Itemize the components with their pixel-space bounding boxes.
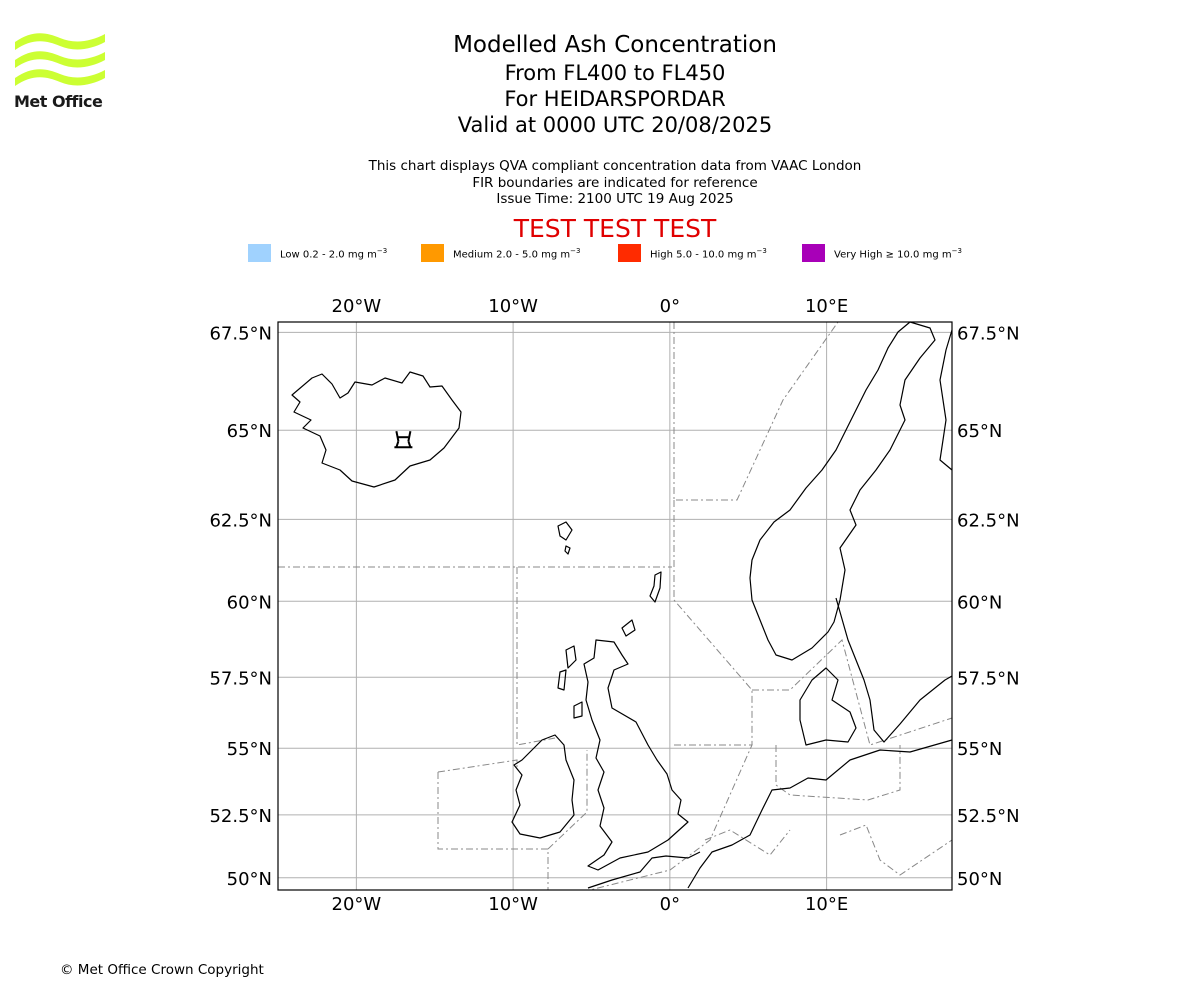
coastline-faroe <box>557 521 573 555</box>
coastline-iceland <box>291 371 462 488</box>
coastlines <box>291 321 953 889</box>
lat-tick-label-right: 55°N <box>957 739 1002 760</box>
chart-title-block: Modelled Ash Concentration From FL400 to… <box>0 30 1200 138</box>
fir-boundary <box>775 745 901 801</box>
coastline-finland <box>939 329 953 471</box>
legend-unit-medium: −3 <box>570 247 581 255</box>
flight-level-range: From FL400 to FL450 <box>504 61 726 85</box>
lon-tick-label-top: 0° <box>660 296 680 317</box>
volcano-icon <box>394 431 413 449</box>
fir-boundary <box>516 567 556 746</box>
lat-tick-label-right: 65°N <box>957 421 1002 442</box>
fir-boundary <box>673 321 839 501</box>
lat-tick-label-left: 62.5°N <box>209 510 272 531</box>
lat-tick-label-left: 50°N <box>227 869 272 890</box>
legend-swatch-high <box>618 244 641 262</box>
volcano-name: For HEIDARSPORDAR <box>504 87 726 111</box>
lat-tick-label-right: 67.5°N <box>957 323 1020 344</box>
legend-swatch-medium <box>421 244 444 262</box>
fir-boundary <box>547 750 588 850</box>
wave-logo-icon <box>15 33 105 86</box>
lon-tick-label-top: 20°W <box>332 296 382 317</box>
logo-text: Met Office <box>14 92 103 111</box>
fir-boundary <box>704 829 791 856</box>
lat-tick-label-right: 50°N <box>957 869 1002 890</box>
legend-unit-very-high: −3 <box>951 247 962 255</box>
fir-boundaries <box>278 321 953 891</box>
lat-tick-label-right: 52.5°N <box>957 806 1020 827</box>
lat-tick-label-left: 52.5°N <box>209 806 272 827</box>
fir-boundary <box>839 824 953 876</box>
legend-label-very-high: Very High ≥ 10.0 mg m <box>834 249 952 261</box>
lon-tick-label-top: 10°E <box>805 296 848 317</box>
graticule <box>278 322 952 890</box>
legend-swatch-very-high <box>802 244 825 262</box>
coastline-orkney <box>621 619 636 637</box>
lat-tick-label-right: 57.5°N <box>957 668 1020 689</box>
met-office-logo: Met Office <box>14 30 106 112</box>
coastline-hebrides <box>557 645 583 719</box>
chart-title: Modelled Ash Concentration <box>453 32 777 58</box>
test-banner: TEST TEST TEST <box>513 214 717 243</box>
legend-swatch-low <box>248 244 271 262</box>
lon-tick-label-bottom: 10°W <box>488 894 538 915</box>
lat-tick-label-left: 55°N <box>227 739 272 760</box>
lat-tick-label-left: 65°N <box>227 421 272 442</box>
coastline-ireland <box>511 734 575 839</box>
lon-tick-label-top: 10°W <box>488 296 538 317</box>
lon-tick-label-bottom: 10°E <box>805 894 848 915</box>
lon-tick-label-bottom: 0° <box>660 894 680 915</box>
issue-time: Issue Time: 2100 UTC 19 Aug 2025 <box>496 191 734 207</box>
legend-label-low: Low 0.2 - 2.0 mg m <box>280 249 377 261</box>
fir-boundary <box>673 500 753 745</box>
coastline-sweden <box>835 597 953 743</box>
lon-tick-label-bottom: 20°W <box>332 894 382 915</box>
lat-tick-label-left: 67.5°N <box>209 323 272 344</box>
legend-unit-low: −3 <box>376 247 388 255</box>
coastline-scandinavia <box>749 321 936 661</box>
fir-boundary <box>437 772 549 890</box>
valid-time: Valid at 0000 UTC 20/08/2025 <box>457 113 773 137</box>
map-frame <box>277 321 953 891</box>
fir-note: FIR boundaries are indicated for referen… <box>472 174 758 191</box>
coastline-denmark <box>799 667 857 746</box>
coastline-shetland <box>649 571 662 603</box>
coastline-great-britain <box>583 639 689 871</box>
legend-unit-high: −3 <box>756 247 767 255</box>
lat-tick-label-right: 60°N <box>957 592 1002 613</box>
coastline-europe <box>687 739 953 889</box>
qva-note: This chart displays QVA compliant concen… <box>368 158 862 174</box>
lat-tick-label-right: 62.5°N <box>957 510 1020 531</box>
lat-tick-label-left: 57.5°N <box>209 668 272 689</box>
fir-boundary <box>752 639 953 746</box>
axis-tick-labels: 20°W 20°W 10°W 10°W 0° 0° 10°E 10°E 67.5°N 67.5°N… <box>209 296 1019 915</box>
copyright: © Met Office Crown Copyright <box>60 962 264 978</box>
lat-tick-label-left: 60°N <box>227 592 272 613</box>
fir-boundary <box>437 759 518 773</box>
legend-label-high: High 5.0 - 10.0 mg m <box>650 249 757 261</box>
coastline-channel-france <box>587 851 701 889</box>
fir-boundary <box>589 744 753 891</box>
chart-notes: This chart displays QVA compliant concen… <box>0 158 1200 208</box>
legend-label-medium: Medium 2.0 - 5.0 mg m <box>453 249 571 261</box>
